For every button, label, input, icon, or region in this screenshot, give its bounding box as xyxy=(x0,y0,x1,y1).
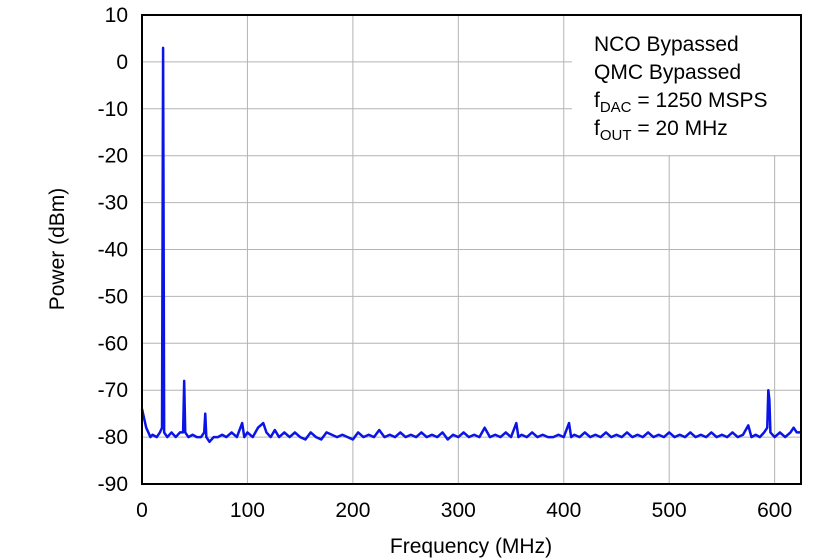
x-tick-label: 200 xyxy=(335,499,370,522)
x-tick-label: 400 xyxy=(546,499,581,522)
annotation-sub: OUT xyxy=(600,127,632,144)
x-tick-label: 100 xyxy=(230,499,265,522)
x-axis-label: Frequency (MHz) xyxy=(390,535,552,558)
y-tick-label: -20 xyxy=(98,145,128,168)
y-tick-label: 10 xyxy=(105,4,128,27)
y-tick-label: -30 xyxy=(98,192,128,215)
y-tick-label: -60 xyxy=(98,332,128,355)
annotation: fOUT = 20 MHz xyxy=(594,117,728,144)
x-tick-label: 600 xyxy=(757,499,792,522)
plot-frame xyxy=(141,14,802,485)
annotation: NCO Bypassed xyxy=(594,33,739,56)
plot xyxy=(140,46,801,444)
annotation: QMC Bypassed xyxy=(594,61,741,84)
y-tick-label: -10 xyxy=(98,98,128,121)
annotation-part: = 1250 MSPS xyxy=(632,89,768,112)
y-tick-label: -70 xyxy=(98,379,128,402)
y-tick-label: -40 xyxy=(98,239,128,262)
y-axis-label: Power (dBm) xyxy=(46,188,69,311)
spectrum-line xyxy=(140,46,801,444)
x-tick-label: 500 xyxy=(652,499,687,522)
y-tick-label: -90 xyxy=(98,473,128,496)
x-tick-label: 0 xyxy=(136,499,148,522)
annotation-part: = 20 MHz xyxy=(632,117,728,140)
y-tick-label: -80 xyxy=(98,426,128,449)
x-tick-label: 300 xyxy=(441,499,476,522)
annotation-part: f xyxy=(594,89,600,112)
annotation: fDAC = 1250 MSPS xyxy=(594,89,768,116)
annotation-sub: DAC xyxy=(600,99,632,116)
y-tick-label: -50 xyxy=(98,285,128,308)
annotation-box xyxy=(572,16,800,155)
annotation-part: f xyxy=(594,117,600,140)
y-tick-label: 0 xyxy=(116,51,128,74)
